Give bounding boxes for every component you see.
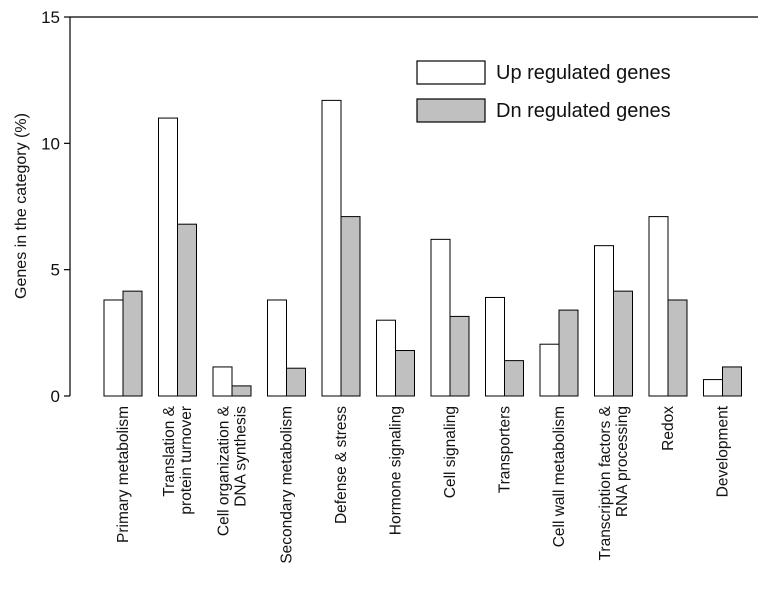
x-tick-label: Secondary metabolism [279,406,296,564]
bar-dn-3 [231,385,252,397]
x-tick-label-line: Transporters [497,406,514,494]
x-tick-label-line: Cell organization & [216,405,233,536]
y-axis-label: Genes in the category (%) [13,113,30,299]
x-tick-label: Cell signaling [442,406,459,498]
bar-up-9 [539,343,560,397]
bar-dn-9 [558,309,579,397]
legend-label: Up regulated genes [496,62,671,84]
x-tick-label-line: Primary metabolism [115,406,132,543]
x-tick-label-line: Transcription factors & [597,405,614,560]
y-tick-label: 10 [41,134,60,153]
x-tick-label: Redox [660,406,677,451]
x-tick-label: Transcription factors & RNA processing [597,405,631,560]
bar-dn-1 [122,290,143,397]
y-tick-label: 15 [41,8,60,27]
bar-up-4 [267,299,287,397]
y-tick-label: 5 [51,261,60,280]
x-tick-label-line: protein turnover [178,406,195,515]
bar-up-11 [648,216,669,397]
bar-dn-7 [449,315,470,397]
bar-dn-8 [504,360,524,397]
axes-group [69,16,758,396]
x-tick-label-line: Secondary metabolism [279,406,296,564]
x-tick-label-line: DNA synthesis [233,406,250,507]
bar-up-2 [158,117,178,397]
bar-up-10 [594,245,614,397]
legend-swatch [416,98,486,123]
bar-up-1 [103,299,124,397]
bar-up-7 [430,238,451,397]
y-ticks-group: 0 5 10 15 [41,8,70,406]
x-tick-label: Hormone signaling [388,406,405,535]
bar-up-3 [212,366,233,397]
x-tick-label-line: Redox [660,406,677,451]
legend-label: Dn regulated genes [496,100,671,122]
x-tick-label-line: Hormone signaling [388,406,405,535]
x-tick-label-line: Development [715,405,732,497]
x-tick-label-line: Cell signaling [442,406,459,498]
bar-dn-5 [340,216,361,397]
x-tick-label: Cell wall metabolism [551,406,568,547]
x-tick-label-line: Cell wall metabolism [551,406,568,547]
x-tick-label: Transporters [497,406,514,494]
bar-dn-2 [177,223,197,397]
x-tick-label: Primary metabolism [115,406,132,543]
bar-up-8 [485,296,505,397]
legend-swatch [416,60,486,85]
bar-dn-12 [722,366,742,397]
x-tick-label-line: RNA processing [614,406,631,517]
x-tick-label: Development [715,405,732,497]
bar-dn-6 [395,350,415,397]
bar-up-12 [703,379,723,397]
x-tick-label-line: Defense & stress [333,406,350,524]
bar-up-6 [376,319,396,397]
x-tick-label: Defense & stress [333,406,350,524]
x-tick-label: Cell organization & DNA synthesis [216,405,250,536]
y-tick-label: 0 [51,387,60,406]
bar-dn-11 [667,299,688,397]
x-labels-group: Primary metabolism Translation & protein t… [115,405,732,563]
bar-dn-4 [286,367,306,397]
bar-dn-10 [613,290,633,397]
x-tick-label-line: Translation & [161,405,178,496]
legend: Up regulated genes Dn regulated genes [416,60,671,123]
bars-group [103,99,742,397]
bar-up-5 [321,99,342,397]
x-tick-label: Translation & protein turnover [161,405,195,514]
